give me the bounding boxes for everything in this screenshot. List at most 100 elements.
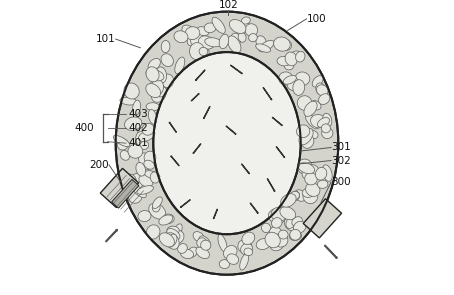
Ellipse shape <box>278 230 288 239</box>
Bar <box>303 199 341 238</box>
Ellipse shape <box>317 180 328 189</box>
Text: 301: 301 <box>331 142 351 153</box>
Ellipse shape <box>293 80 305 95</box>
Ellipse shape <box>256 239 271 250</box>
Ellipse shape <box>200 47 209 55</box>
FancyArrowPatch shape <box>242 164 249 174</box>
Ellipse shape <box>305 173 317 185</box>
Ellipse shape <box>242 22 256 35</box>
Ellipse shape <box>317 117 330 127</box>
Ellipse shape <box>151 86 166 102</box>
Ellipse shape <box>302 165 319 180</box>
FancyArrowPatch shape <box>250 203 258 213</box>
Ellipse shape <box>180 249 193 259</box>
Ellipse shape <box>285 52 297 66</box>
Ellipse shape <box>166 234 177 247</box>
Ellipse shape <box>156 67 167 83</box>
Ellipse shape <box>144 160 154 169</box>
Ellipse shape <box>148 109 157 124</box>
Ellipse shape <box>212 17 225 33</box>
Ellipse shape <box>219 260 230 268</box>
Ellipse shape <box>284 216 299 231</box>
Ellipse shape <box>298 163 315 174</box>
Ellipse shape <box>290 230 301 240</box>
Ellipse shape <box>175 57 185 74</box>
Ellipse shape <box>187 247 197 258</box>
Ellipse shape <box>178 244 188 253</box>
Ellipse shape <box>167 228 180 240</box>
Ellipse shape <box>297 96 312 110</box>
FancyArrowPatch shape <box>325 245 337 258</box>
Ellipse shape <box>238 240 252 253</box>
FancyArrowPatch shape <box>196 70 205 80</box>
Ellipse shape <box>274 37 290 51</box>
FancyArrowPatch shape <box>276 147 285 158</box>
Ellipse shape <box>316 85 328 96</box>
Ellipse shape <box>162 214 174 224</box>
Ellipse shape <box>140 141 148 150</box>
Ellipse shape <box>205 38 222 47</box>
Ellipse shape <box>244 248 252 256</box>
Ellipse shape <box>293 221 306 233</box>
Ellipse shape <box>159 215 173 225</box>
Ellipse shape <box>297 159 312 174</box>
Ellipse shape <box>242 17 250 24</box>
Ellipse shape <box>256 44 271 52</box>
Ellipse shape <box>287 77 300 91</box>
Ellipse shape <box>185 27 200 40</box>
Ellipse shape <box>187 34 197 46</box>
Text: 102: 102 <box>218 0 238 10</box>
Ellipse shape <box>174 31 188 43</box>
Ellipse shape <box>126 174 136 186</box>
Ellipse shape <box>302 188 314 197</box>
Ellipse shape <box>201 240 211 250</box>
Ellipse shape <box>199 47 208 55</box>
Ellipse shape <box>193 232 204 242</box>
Ellipse shape <box>152 203 160 212</box>
Ellipse shape <box>259 40 274 52</box>
Ellipse shape <box>238 32 246 42</box>
Ellipse shape <box>146 67 159 82</box>
Ellipse shape <box>120 97 137 105</box>
Ellipse shape <box>139 175 153 187</box>
Ellipse shape <box>124 117 142 130</box>
Ellipse shape <box>240 254 249 270</box>
Ellipse shape <box>265 232 280 248</box>
Ellipse shape <box>138 127 153 139</box>
Ellipse shape <box>289 232 301 240</box>
Ellipse shape <box>249 34 257 42</box>
Bar <box>100 168 138 208</box>
Ellipse shape <box>322 165 332 181</box>
Ellipse shape <box>153 52 301 234</box>
Ellipse shape <box>114 135 130 147</box>
Ellipse shape <box>295 190 306 201</box>
Ellipse shape <box>126 85 137 95</box>
Ellipse shape <box>312 76 323 87</box>
Ellipse shape <box>280 207 296 220</box>
FancyArrowPatch shape <box>171 156 179 166</box>
Text: 300: 300 <box>331 177 350 187</box>
Ellipse shape <box>256 36 266 48</box>
FancyArrowPatch shape <box>203 106 210 118</box>
FancyArrowPatch shape <box>169 122 177 132</box>
Text: 101: 101 <box>96 34 116 44</box>
FancyArrowPatch shape <box>106 230 117 242</box>
Ellipse shape <box>283 76 296 84</box>
Ellipse shape <box>219 34 229 49</box>
Ellipse shape <box>218 235 227 252</box>
FancyArrowPatch shape <box>181 200 190 207</box>
Ellipse shape <box>120 150 130 160</box>
Ellipse shape <box>306 114 319 129</box>
Ellipse shape <box>137 186 153 194</box>
Ellipse shape <box>149 203 166 219</box>
Ellipse shape <box>204 23 216 33</box>
Ellipse shape <box>148 58 160 71</box>
Ellipse shape <box>150 80 163 96</box>
Ellipse shape <box>271 207 287 221</box>
Ellipse shape <box>277 56 291 66</box>
Ellipse shape <box>281 40 291 50</box>
Ellipse shape <box>229 19 246 33</box>
Ellipse shape <box>262 223 271 232</box>
Ellipse shape <box>189 42 205 60</box>
Ellipse shape <box>316 83 325 94</box>
